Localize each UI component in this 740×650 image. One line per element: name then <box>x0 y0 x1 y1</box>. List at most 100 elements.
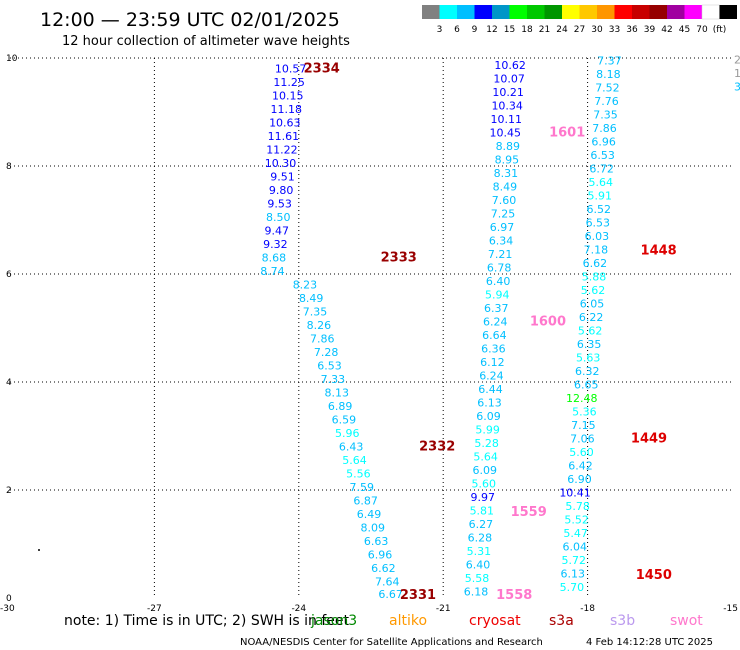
satellite-key: jason3 altiko cryosat s3a s3b swot <box>310 613 703 629</box>
wave-height-value: 5.31 <box>467 545 492 558</box>
wave-height-value: 5.81 <box>470 504 495 517</box>
time-label: 1450 <box>636 568 672 583</box>
legend-swatch <box>597 5 615 19</box>
satellite-altiko: altiko <box>389 613 427 629</box>
wave-height-value: 5.94 <box>485 288 510 301</box>
legend-swatch <box>474 5 492 19</box>
wave-height-value: 5.28 <box>474 437 499 450</box>
wave-height-value: 7.59 <box>349 481 374 494</box>
wave-height-value: 6.37 <box>484 302 509 315</box>
wave-height-value: 8.95 <box>495 153 520 166</box>
wave-height-value: 10.15 <box>272 90 304 103</box>
legend-label: 39 <box>644 25 656 35</box>
wave-height-value: 6.53 <box>586 216 611 229</box>
wave-height-value: 6.97 <box>490 221 515 234</box>
x-tick-label: -15 <box>723 604 738 614</box>
legend-label: 9 <box>472 25 478 35</box>
chart-subtitle: 12 hour collection of altimeter wave hei… <box>62 34 350 49</box>
wave-height-value: 6.12 <box>480 356 505 369</box>
wave-height-value: 10.21 <box>492 86 524 99</box>
wave-height-value: 5.96 <box>335 427 360 440</box>
wave-height-value: 7.35 <box>303 306 328 319</box>
time-label: 2332 <box>419 440 455 455</box>
time-label: 2331 <box>400 588 436 603</box>
y-tick-label: 4 <box>6 378 12 388</box>
time-label: 1449 <box>631 431 667 446</box>
legend-swatch <box>701 4 720 20</box>
wave-height-value: 11.18 <box>271 103 303 116</box>
time-label: 2333 <box>381 251 417 266</box>
wave-height-value: 6.63 <box>364 535 389 548</box>
wave-height-value: 6.65 <box>574 378 599 391</box>
wave-height-value: 5.47 <box>563 527 588 540</box>
legend-swatch <box>579 5 597 19</box>
satellite-s3a: s3a <box>549 613 574 629</box>
wave-height-value: 10.63 <box>269 117 301 130</box>
legend-swatch <box>632 5 650 19</box>
wave-height-value: 10.34 <box>491 99 523 112</box>
wave-height-value: 5.60 <box>471 477 496 490</box>
wave-height-value: 6.52 <box>587 203 612 216</box>
legend-swatch <box>562 5 580 19</box>
legend-swatch <box>422 5 440 19</box>
satellite-jason3: jason3 <box>310 613 357 629</box>
legend-swatch <box>719 5 737 19</box>
wave-height-value: 6.53 <box>590 149 615 162</box>
wave-height-values: 10.5711.2510.1511.1810.6311.6111.2210.30… <box>260 53 740 601</box>
legend-swatch <box>544 5 562 19</box>
time-label: 1559 <box>511 505 547 520</box>
x-tick-label: -21 <box>436 604 451 614</box>
wave-height-value: 5.64 <box>473 450 498 463</box>
wave-height-value: 6.87 <box>353 495 378 508</box>
edge-value: 3 <box>734 80 740 93</box>
wave-height-value: 8.31 <box>494 167 519 180</box>
satellite-swot: swot <box>670 613 703 629</box>
legend-swatch <box>684 5 702 19</box>
wave-height-value: 5.63 <box>576 351 601 364</box>
legend-label: 3 <box>437 25 443 35</box>
wave-height-value: 5.60 <box>569 446 594 459</box>
wave-height-value: 6.24 <box>483 315 508 328</box>
wave-height-value: 10.41 <box>559 486 591 499</box>
wave-height-value: 6.34 <box>489 234 514 247</box>
footer-credit: NOAA/NESDIS Center for Satellite Applica… <box>240 637 543 648</box>
legend-label: 6 <box>454 25 460 35</box>
wave-height-value: 11.61 <box>268 130 300 143</box>
wave-height-value: 7.28 <box>314 346 339 359</box>
wave-height-value: 7.52 <box>595 81 620 94</box>
legend-label: 18 <box>521 25 533 35</box>
wave-height-value: 5.56 <box>346 468 371 481</box>
legend-label: (ft) <box>713 25 727 35</box>
wave-height-value: 6.05 <box>580 297 605 310</box>
wave-height-value: 6.13 <box>561 567 586 580</box>
wave-height-value: 7.86 <box>592 122 617 135</box>
time-label: 1601 <box>549 125 585 140</box>
wave-height-value: 9.53 <box>267 198 292 211</box>
wave-height-value: 6.43 <box>339 441 364 454</box>
legend-swatch <box>527 5 545 19</box>
wave-height-value: 7.86 <box>310 333 335 346</box>
wave-height-value: 9.51 <box>270 171 295 184</box>
time-label: 1600 <box>530 314 566 329</box>
wave-height-value: 8.68 <box>262 252 287 265</box>
edge-value: 2. <box>734 53 740 66</box>
legend-label: 15 <box>504 25 515 35</box>
x-tick-label: -24 <box>291 604 306 614</box>
y-tick-label: 8 <box>6 162 12 172</box>
wave-height-value: 10.11 <box>490 113 522 126</box>
wave-height-value: 7.35 <box>593 108 618 121</box>
wave-height-value: 6.18 <box>464 585 489 598</box>
wave-height-value: 7.15 <box>571 419 596 432</box>
wave-height-value: 5.62 <box>581 284 606 297</box>
wave-height-value: 9.97 <box>471 491 496 504</box>
wave-height-value: 5.58 <box>465 572 490 585</box>
wave-height-value: 8.49 <box>493 180 518 193</box>
wave-height-value: 6.96 <box>591 135 616 148</box>
wave-height-value: 6.28 <box>468 531 493 544</box>
wave-height-value: 6.04 <box>562 540 587 553</box>
wave-height-value: 7.33 <box>321 373 346 386</box>
wave-height-value: 8.18 <box>596 68 621 81</box>
wave-height-value: 10.45 <box>490 126 522 139</box>
wave-height-value: 8.09 <box>361 522 386 535</box>
legend-label: 45 <box>679 25 690 35</box>
